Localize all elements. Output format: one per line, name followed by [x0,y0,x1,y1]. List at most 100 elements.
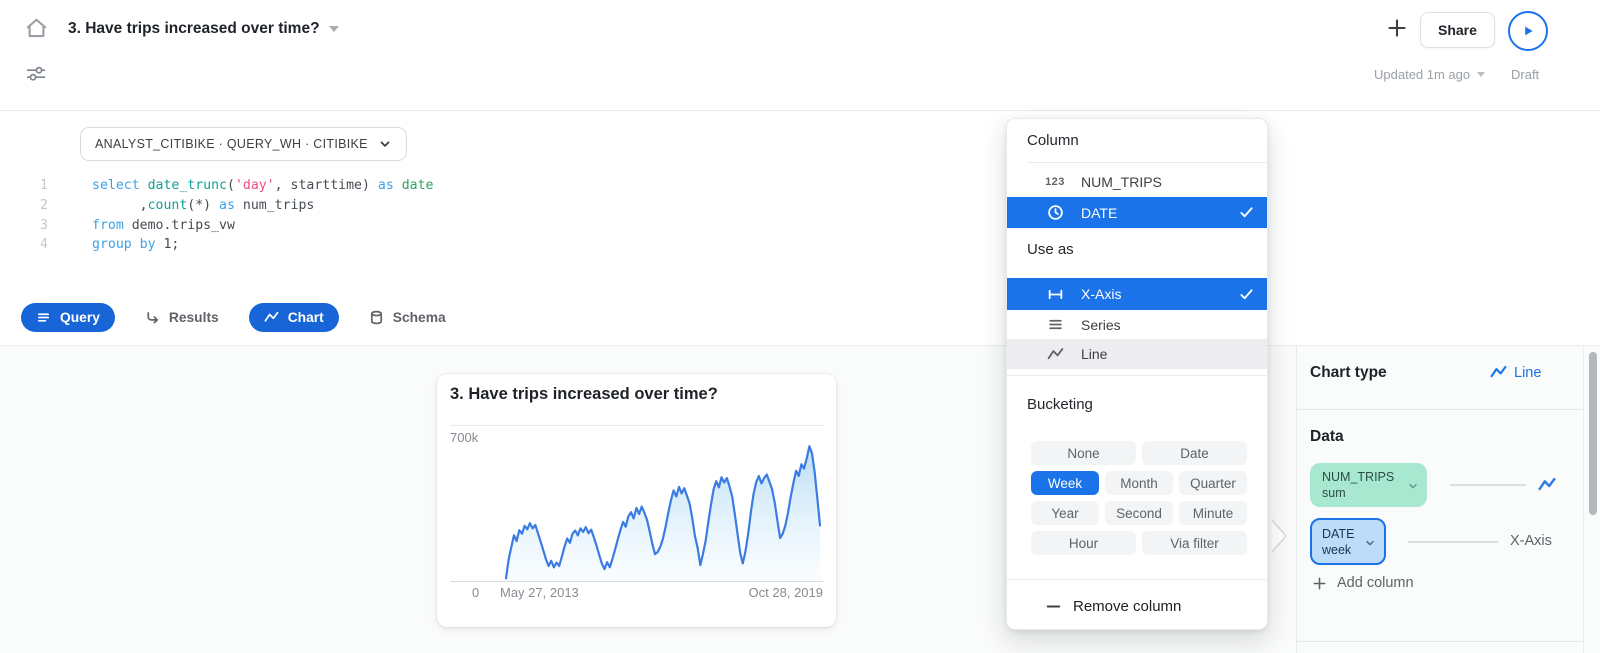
chart-title: 3. Have trips increased over time? [450,385,718,403]
menu-divider [1007,579,1267,580]
line-chart-icon [1490,364,1507,381]
number-123-icon: 123 [1045,176,1065,188]
line-number: 1 [40,178,48,193]
bucket-pill-minute[interactable]: Minute [1179,501,1247,525]
bucket-pill-week[interactable]: Week [1031,471,1099,495]
menu-item-label: DATE [1081,204,1118,221]
line-number: 3 [40,217,48,233]
bucket-pill-date[interactable]: Date [1142,441,1247,465]
chevron-down-icon [378,137,392,151]
menu-divider [1007,375,1267,376]
remove-column-label: Remove column [1073,597,1182,615]
bucket-pill-year[interactable]: Year [1031,501,1099,525]
header: 3. Have trips increased over time? Share… [0,0,1600,111]
menu-divider [1027,162,1267,163]
run-query-button[interactable] [1508,11,1548,51]
x-axis-icon [1043,286,1067,303]
field-modifier: week [1322,542,1352,557]
trips-line-chart[interactable] [450,425,823,582]
zigzag-icon [1043,346,1067,363]
plus-icon [1312,576,1327,591]
home-icon[interactable] [24,16,49,41]
field-modifier: sum [1322,486,1346,500]
code-line: 1 select date_trunc('day', starttime) as … [0,176,433,196]
panel-divider [1296,346,1297,653]
title-caret-icon [328,26,339,32]
code-text: group by 1; [92,237,180,253]
line-series-icon [1538,476,1556,494]
chart-type-selector[interactable]: Line [1490,364,1548,381]
bucket-pill-none[interactable]: None [1031,441,1136,465]
bucket-pill-month[interactable]: Month [1105,471,1173,495]
filters-icon[interactable] [24,62,48,86]
tab-label: Schema [392,310,446,325]
return-arrow-icon [145,310,160,325]
menu-item-date[interactable]: DATE [1007,197,1267,228]
result-tabbar: Query Results Chart Schema [0,292,1600,613]
bucket-pill-hour[interactable]: Hour [1031,531,1136,555]
panel-section-divider [1296,409,1583,410]
warehouse-context-selector[interactable]: ANALYST_CITIBIKE · QUERY_WH · CITIBIKE [80,127,407,161]
bucket-pill-quarter[interactable]: Quarter [1179,471,1247,495]
field-pill-date[interactable]: DATE week [1310,518,1386,565]
x-axis-start-label: May 27, 2013 [500,585,579,600]
remove-column-item[interactable]: Remove column [1007,589,1267,623]
x-axis-end-label: Oct 28, 2019 [748,585,823,600]
tab-label: Results [168,310,219,325]
menu-lines-icon [36,310,51,325]
add-column-label: Add column [1337,575,1414,591]
share-button[interactable]: Share [1420,12,1495,48]
menu-item-x-axis[interactable]: X-Axis [1007,278,1267,310]
bucket-pill-second[interactable]: Second [1105,501,1173,525]
bucketing-section-label: Bucketing [1027,396,1093,413]
panel-bottom-divider [1296,641,1583,642]
field-connector-line [1450,484,1526,486]
menu-item-label: Series [1081,316,1121,333]
code-text: select date_trunc('day', starttime) as d… [92,178,434,193]
menu-item-series[interactable]: Series [1007,310,1267,339]
add-worksheet-icon[interactable] [1386,17,1408,39]
data-heading: Data [1310,428,1344,445]
chart-type-value: Line [1514,364,1542,381]
code-line: 2 ,count(*) as num_trips [0,196,433,216]
chart-card: 3. Have trips increased over time? 700k … [437,374,836,627]
code-line: 4 group by 1; [0,235,433,255]
tab-results[interactable]: Results [145,303,219,332]
menu-item-label: X-Axis [1081,286,1122,302]
bucket-pill-via-filter[interactable]: Via filter [1142,531,1247,555]
share-button-label: Share [1438,22,1477,38]
worksheet-title-text: 3. Have trips increased over time? [68,20,320,37]
worksheet-title[interactable]: 3. Have trips increased over time? [68,20,339,38]
clock-icon [1043,204,1067,221]
column-config-menu: Column 123 NUM_TRIPS DATE Use as X-Axis Ser… [1006,118,1268,630]
database-icon [369,310,384,325]
panel-scrollbar[interactable] [1589,352,1597,515]
minus-icon [1041,598,1065,615]
updated-label: Updated 1m ago [1374,67,1471,82]
tab-chart[interactable]: Chart [248,303,339,332]
line-number: 2 [40,197,48,213]
add-column-button[interactable]: Add column [1312,575,1414,591]
field-name: NUM_TRIPS [1322,470,1395,484]
tab-query[interactable]: Query [21,303,115,332]
y-axis-zero-label: 0 [472,585,480,600]
x-axis-role-label: X-Axis [1510,533,1552,549]
menu-item-num-trips[interactable]: 123 NUM_TRIPS [1007,167,1267,197]
column-section-label: Column [1027,132,1079,149]
updated-caret-icon [1477,72,1486,77]
tab-schema[interactable]: Schema [369,303,446,332]
menu-item-label: NUM_TRIPS [1081,174,1162,190]
chart-type-heading: Chart type [1310,364,1387,381]
menu-item-line[interactable]: Line [1007,339,1267,369]
popover-arrow [1271,519,1287,553]
draft-badge: Draft [1511,67,1540,82]
updated-status[interactable]: Updated 1m ago [1374,67,1486,82]
code-text: ,count(*) as num_trips [92,197,315,213]
sql-editor[interactable]: 1 select date_trunc('day', starttime) as … [0,176,433,255]
code-text: from demo.trips_vw [92,217,235,233]
check-icon [1239,287,1254,302]
code-line: 3 from demo.trips_vw [0,216,433,236]
field-connector-line [1408,541,1498,543]
chevron-down-icon [1364,537,1376,549]
field-pill-num-trips[interactable]: NUM_TRIPS sum [1310,463,1427,507]
